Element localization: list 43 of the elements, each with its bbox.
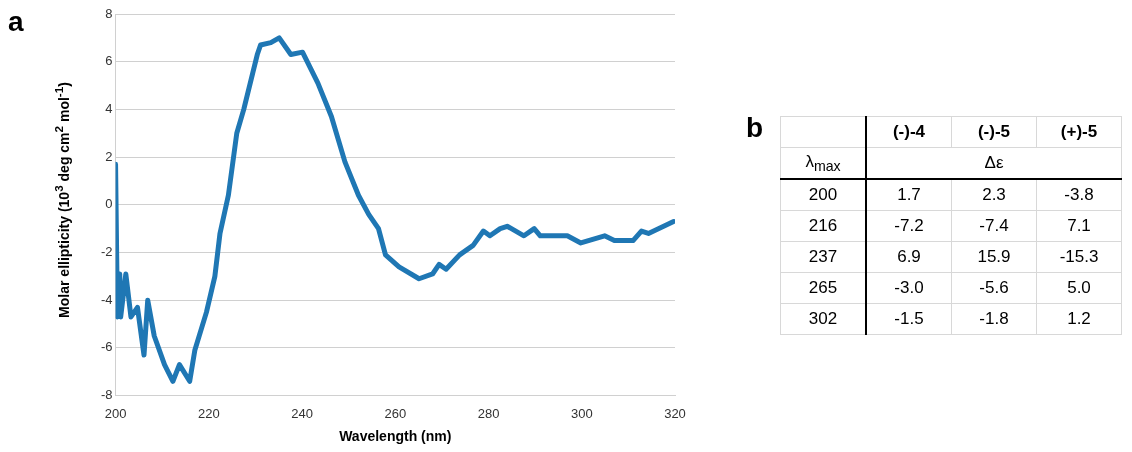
y-tick-label: 0 <box>105 196 113 212</box>
y-tick-label: 216 <box>780 210 866 242</box>
y-tick-label: 302 <box>780 303 866 335</box>
data-label: -3.0 <box>866 272 952 304</box>
x-tick-label: 320 <box>664 405 686 421</box>
y-tick-label: -6 <box>101 339 113 355</box>
y-tick-label: 237 <box>780 241 866 273</box>
data-label: 15.9 <box>951 241 1037 273</box>
data-label: 1.7 <box>866 179 952 211</box>
x-axis-title: Wavelength (nm) <box>339 428 452 445</box>
x-tick-label: (-)-5 <box>951 116 1037 148</box>
data-label: -1.8 <box>951 303 1037 335</box>
y-tick-label: 2 <box>105 148 113 164</box>
data-label: -15.3 <box>1036 241 1122 273</box>
x-tick-label: 300 <box>570 405 593 421</box>
data-label: 2.3 <box>951 179 1037 211</box>
data-label: 1.2 <box>1036 303 1122 335</box>
text: a <box>8 6 24 38</box>
x-tick-label: (-)-4 <box>866 116 952 148</box>
x-tick-label: 280 <box>477 405 500 421</box>
data-label: -3.8 <box>1036 179 1122 211</box>
y-tick-label: -2 <box>101 244 113 260</box>
y-axis-title: λ$_{max}$ <box>780 147 866 179</box>
data-label: -5.6 <box>951 272 1037 304</box>
data-label: -7.2 <box>866 210 952 242</box>
x-tick-label: 240 <box>291 405 313 421</box>
x-tick-label: 260 <box>384 405 407 421</box>
y-tick-label: 200 <box>780 179 866 211</box>
y-tick-label: -4 <box>101 291 113 307</box>
y-tick-label: -8 <box>101 387 113 403</box>
y-tick-label: 4 <box>105 100 113 116</box>
data-label: 5.0 <box>1036 272 1122 304</box>
data-label: -1.5 <box>866 303 952 335</box>
text: b <box>746 112 764 144</box>
y-tick-label: 265 <box>780 272 866 304</box>
data-label: -7.4 <box>951 210 1037 242</box>
data-label: 7.1 <box>1036 210 1122 242</box>
y-tick-label: 8 <box>105 5 113 21</box>
x-tick-label: 220 <box>197 405 220 421</box>
y-tick-label: 6 <box>105 53 113 69</box>
x-axis-title: Δε <box>866 147 1122 179</box>
x-tick-label: (+)-5 <box>1036 116 1122 148</box>
data-label: 6.9 <box>866 241 952 273</box>
